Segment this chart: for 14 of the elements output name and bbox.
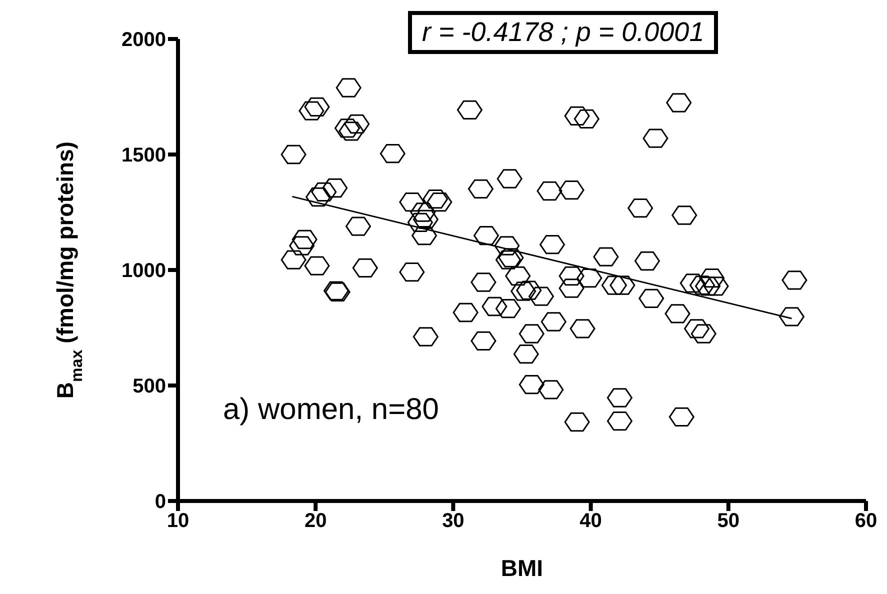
y-tick-label: 500 [132,376,166,398]
y-tick-label: 1000 [122,260,166,282]
x-axis-title: BMI [500,555,544,581]
x-tick-label: 40 [580,510,602,532]
x-tick-label: 50 [717,510,740,532]
annotation: a) women, n=80 [223,393,439,427]
x-tick-label: 30 [442,510,464,532]
y-tick-label: 2000 [122,29,166,52]
y-tick-label: 0 [154,491,166,514]
x-tick-label: 10 [166,510,190,532]
x-tick-label: 60 [854,510,878,532]
x-tick-label: 20 [304,510,327,532]
annotation: r = -0.4178 ; p = 0.0001 [408,11,718,54]
y-tick-label: 1500 [122,144,166,167]
